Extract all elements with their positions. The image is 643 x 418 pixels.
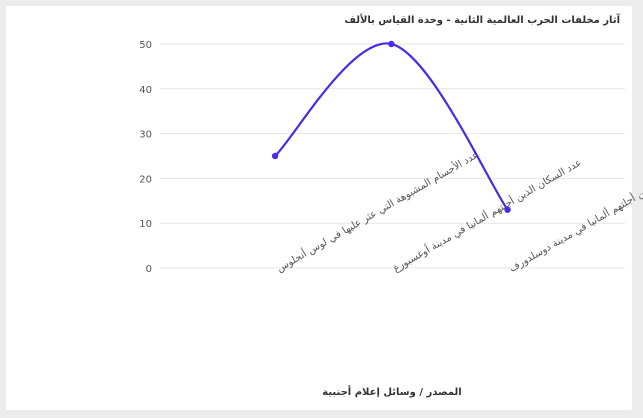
x-axis-title: المصدر / وسائل إعلام أجنبية bbox=[322, 385, 461, 398]
y-tick-label: 0 bbox=[146, 264, 152, 275]
y-tick-label: 30 bbox=[139, 130, 152, 141]
chart-title: آثار مخلفات الحرب العالمية الثانية - وحد… bbox=[344, 15, 620, 26]
x-tick-label: عدد الأجسام المشبوهة التي عثر عليها في ل… bbox=[274, 148, 481, 275]
y-tick-label: 50 bbox=[139, 40, 152, 51]
y-tick-label: 20 bbox=[139, 174, 152, 185]
data-point bbox=[388, 40, 395, 48]
data-point bbox=[271, 152, 279, 160]
chart-card: آثار مخلفات الحرب العالمية الثانية - وحد… bbox=[6, 6, 632, 410]
data-point bbox=[504, 206, 511, 213]
y-tick-label: 10 bbox=[139, 219, 152, 230]
y-tick-label: 40 bbox=[139, 85, 152, 96]
series-line bbox=[274, 42, 509, 211]
